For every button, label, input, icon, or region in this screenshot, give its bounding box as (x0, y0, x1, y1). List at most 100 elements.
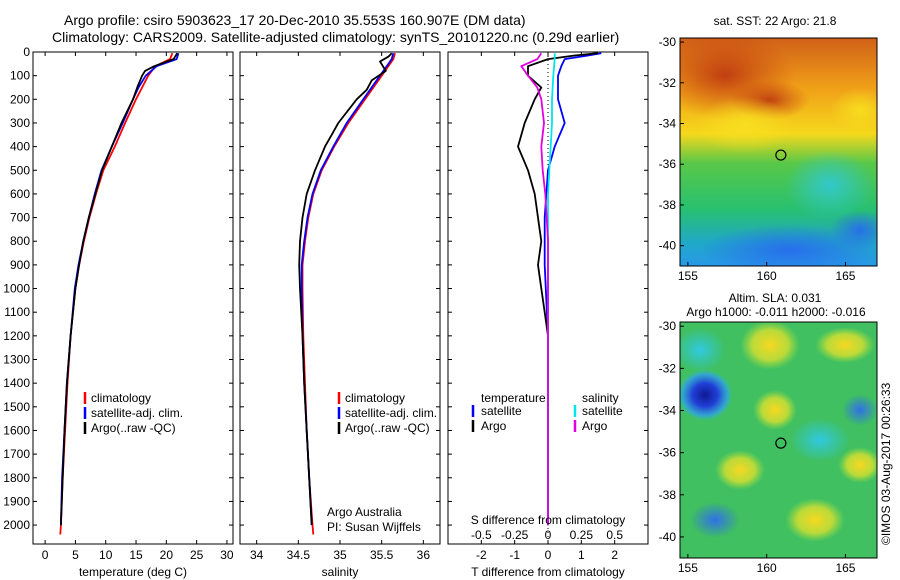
y-tick-label: 1900 (3, 494, 30, 508)
legend-label-temp-satellite: satellite (481, 404, 522, 418)
legend-label-sal-argo: Argo (582, 419, 608, 433)
profile-line-temperature-argo (517, 52, 599, 526)
x-tick-label: -2 (476, 548, 487, 562)
y-tick-label: 1800 (3, 471, 30, 485)
x-tick-label-salinity: -0.25 (501, 528, 529, 542)
temperature-plot-frame (32, 51, 234, 545)
x-tick-label-salinity: 0 (545, 528, 552, 542)
salinity-profiles (298, 52, 396, 535)
x-tick-label: 15 (129, 548, 143, 562)
sla-eddy-core (680, 369, 733, 421)
map-x-tick-label: 165 (835, 561, 855, 575)
sst-east-patch (830, 88, 877, 132)
y-tick-label: 500 (10, 163, 30, 177)
legend-label-climatology: climatology (345, 391, 405, 405)
map-y-tick-label: -34 (659, 117, 677, 131)
sla-high-mid (753, 390, 797, 430)
temperature-axes: 0 100 200 300 400 500 600 700 800 900 1000 1100 1200… (3, 45, 234, 562)
y-tick-label: 1400 (3, 376, 30, 390)
map-y-tick-label: -30 (659, 319, 677, 333)
sst-map-title: sat. SST: 22 Argo: 21.8 (714, 14, 837, 28)
legend-label-argo: Argo(..raw -QC) (91, 421, 176, 435)
sla-high-se (715, 450, 765, 490)
salinity-plot-frame (239, 51, 441, 545)
legend-title-salinity: salinity (582, 391, 619, 405)
y-tick-label: 1700 (3, 447, 30, 461)
sst-cyan-patch (785, 150, 875, 220)
difference-xlabel-S: S difference from climatology (471, 513, 626, 527)
x-tick-label: 5 (72, 548, 79, 562)
x-tick-label: 35.5 (370, 548, 394, 562)
x-tick-label: 1 (578, 548, 585, 562)
y-tick-label: 1600 (3, 423, 30, 437)
x-tick-label: 34 (250, 548, 264, 562)
y-tick-label: 1000 (3, 282, 30, 296)
profile-line-climatology (301, 52, 396, 535)
salinity-legend: climatology satellite-adj. clim. Argo(..… (327, 391, 437, 534)
sla-low-blue-1 (690, 502, 740, 538)
temperature-profiles (59, 52, 180, 535)
profile-line-argo-raw-qc (298, 52, 393, 526)
temperature-xlabel: temperature (deg C) (79, 565, 187, 579)
x-tick-label: 35 (333, 548, 347, 562)
difference-xlabel-T: T difference from climatology (471, 565, 625, 579)
sst-warm-tongue (695, 97, 795, 153)
x-tick-label: 25 (190, 548, 204, 562)
y-tick-label: 1100 (4, 305, 30, 319)
x-tick-label: 0 (545, 548, 552, 562)
legend-label-temp-argo: Argo (481, 419, 507, 433)
temperature-legend: climatology satellite-adj. clim. Argo(..… (83, 391, 183, 435)
map-y-tick-label: -30 (659, 35, 677, 49)
y-tick-label: 300 (10, 116, 30, 130)
y-tick-label: 1200 (3, 329, 30, 343)
sst-map: sat. SST: 22 Argo: 21.8 155 160 165 -30 -32 -… (659, 14, 878, 283)
x-tick-label-salinity: 0.25 (570, 528, 594, 542)
y-tick-label: 400 (10, 140, 30, 154)
legend-label-argo: Argo(..raw -QC) (345, 421, 430, 435)
sla-low-cyan-2 (790, 418, 850, 462)
sla-map-subtitle: Argo h1000: -0.011 h2000: -0.016 (686, 305, 866, 319)
map-x-tick-label: 160 (757, 561, 777, 575)
x-tick-label-salinity: -0.5 (471, 528, 492, 542)
y-tick-label: 900 (10, 258, 30, 272)
y-tick-label: 0 (23, 45, 30, 59)
y-tick-label: 1500 (3, 400, 30, 414)
x-tick-label: 34.5 (287, 548, 311, 562)
map-y-tick-label: -40 (659, 530, 677, 544)
map-y-tick-label: -36 (659, 157, 677, 171)
legend-title-temperature: temperature (481, 391, 546, 405)
x-tick-label: 30 (220, 548, 234, 562)
y-tick-label: 2000 (3, 518, 30, 532)
map-y-tick-label: -38 (659, 198, 677, 212)
y-tick-label: 700 (10, 211, 30, 225)
y-tick-label: 200 (10, 92, 30, 106)
x-tick-label: 36 (417, 548, 431, 562)
x-tick-label: 10 (99, 548, 113, 562)
y-tick-label: 1300 (3, 353, 30, 367)
map-x-tick-label: 165 (835, 269, 855, 283)
legend-label-sal-satellite: satellite (582, 404, 623, 418)
map-y-tick-label: -32 (659, 76, 677, 90)
difference-legend: temperature satellite Argo salinity sate… (471, 391, 623, 433)
argo-location-marker (775, 437, 787, 449)
y-tick-label: 100 (10, 69, 30, 83)
map-x-tick-label: 155 (678, 269, 698, 283)
principal-investigator: PI: Susan Wijffels (327, 520, 421, 534)
profile-line-satellite-adj-clim (60, 52, 180, 526)
map-y-tick-label: -36 (659, 446, 677, 460)
map-y-tick-label: -32 (659, 361, 677, 375)
x-tick-label: 2 (611, 548, 618, 562)
x-tick-label: 20 (160, 548, 174, 562)
sst-map-frame (679, 37, 878, 267)
map-x-tick-label: 155 (678, 561, 698, 575)
argo-location-marker (775, 149, 787, 161)
x-tick-label: -1 (509, 548, 520, 562)
y-tick-label: 600 (10, 187, 30, 201)
figure-title: Argo profile: csiro 5903623_17 20-Dec-20… (64, 12, 526, 28)
profile-line-salinity-satellite (547, 53, 556, 526)
y-tick-label: 800 (10, 234, 30, 248)
map-y-tick-label: -38 (659, 488, 677, 502)
profile-line-temperature-satellite (543, 52, 602, 526)
map-y-tick-label: -34 (659, 404, 677, 418)
